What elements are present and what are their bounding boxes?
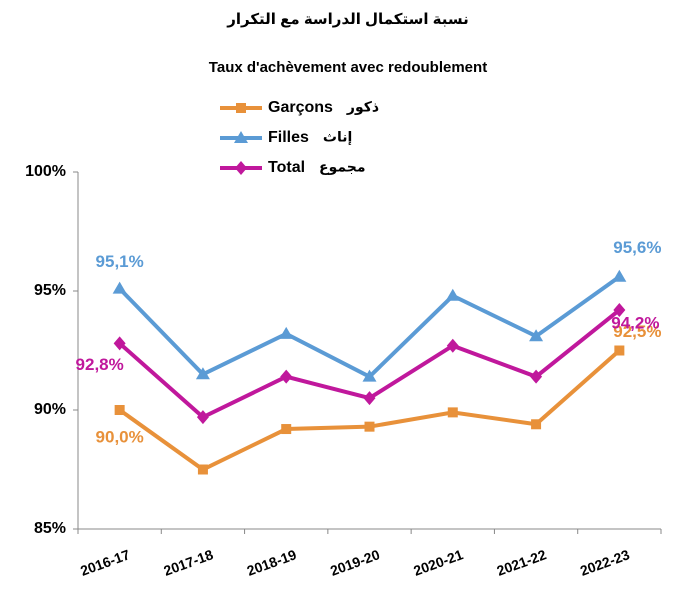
marker: [234, 131, 248, 143]
marker: [236, 103, 246, 113]
marker: [279, 326, 294, 339]
legend-label: Total: [268, 159, 305, 176]
x-tick-label: 2022-23: [578, 546, 632, 579]
marker: [364, 421, 375, 432]
x-tick-label: 2018-19: [245, 546, 299, 579]
marker: [530, 369, 543, 384]
y-tick-label: 85%: [34, 520, 66, 537]
y-tick-label: 90%: [34, 401, 66, 418]
x-tick-label: 2020-21: [411, 546, 465, 579]
marker: [280, 369, 293, 384]
marker: [197, 464, 208, 475]
marker: [114, 405, 125, 415]
data-label: 92,8%: [76, 355, 124, 374]
chart-subtitle: Taux d'achèvement avec redoublement: [209, 59, 487, 76]
data-label: 92,5%: [613, 322, 661, 341]
marker: [195, 367, 210, 380]
marker: [196, 410, 209, 425]
x-tick-label: 2021-22: [495, 546, 549, 579]
legend-label-ar: مجموع: [319, 159, 365, 176]
legend-label: Garçons: [268, 99, 333, 116]
marker: [446, 338, 459, 353]
x-tick-label: 2017-18: [161, 546, 215, 579]
marker: [447, 407, 458, 418]
data-label: 95,6%: [613, 238, 661, 257]
legend-label-ar: ذكور: [346, 99, 379, 116]
data-label: 95,1%: [96, 252, 144, 271]
marker: [612, 269, 627, 282]
marker: [362, 369, 377, 382]
chart-title: نسبة استكمال الدراسة مع التكرار: [226, 11, 469, 28]
x-tick-label: 2016-17: [78, 546, 132, 579]
marker: [235, 161, 247, 175]
legend-label: Filles: [268, 129, 309, 146]
marker: [529, 329, 544, 342]
marker: [363, 391, 376, 406]
marker: [531, 419, 542, 430]
marker: [112, 281, 127, 294]
data-label: 94,2%: [611, 314, 659, 333]
data-label: 90,0%: [96, 427, 144, 446]
series-line: [118, 275, 621, 380]
marker: [113, 336, 126, 351]
marker: [613, 303, 626, 318]
y-tick-label: 95%: [34, 282, 66, 299]
marker: [614, 345, 625, 356]
legend-label-ar: إناث: [323, 129, 352, 146]
marker: [281, 424, 292, 435]
x-tick-label: 2019-20: [328, 546, 382, 579]
marker: [445, 288, 460, 301]
y-tick-label: 100%: [25, 163, 66, 180]
